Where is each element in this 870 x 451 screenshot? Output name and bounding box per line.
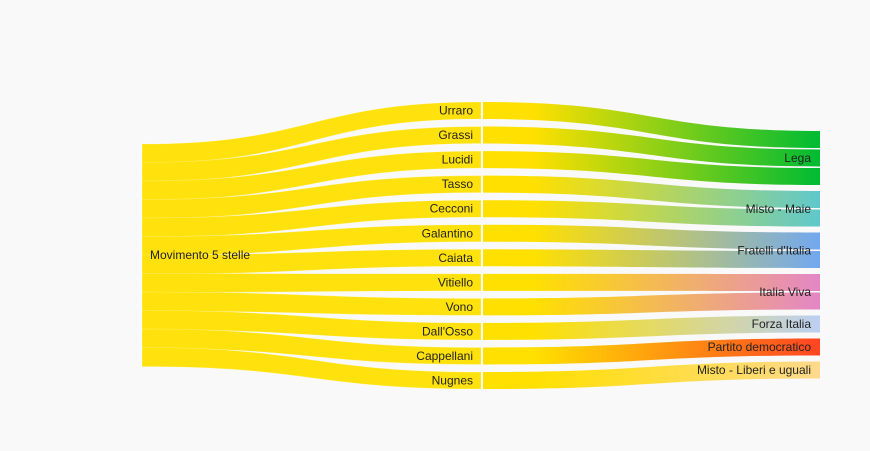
source-label: Movimento 5 stelle [150,248,250,262]
node-label-cecconi: Cecconi [430,202,473,216]
node-vitiello[interactable] [481,273,483,291]
node-label-grassi: Grassi [438,128,473,142]
source-flows [141,101,482,390]
node-label-cappellani: Cappellani [416,349,473,363]
node-label-nugnes: Nugnes [432,374,473,388]
flow-grassi-to-lega[interactable] [483,126,820,167]
flow-lucidi-to-lega[interactable] [483,151,820,185]
node-label-vono: Vono [446,300,474,314]
flow-nugnes-to-misto-liberi-e-uguali[interactable] [483,361,820,390]
node-cappellani[interactable] [481,347,483,365]
node-label-galantino: Galantino [422,226,474,240]
node-label-caiata: Caiata [438,251,473,265]
flow-source-vitiello[interactable] [141,273,482,293]
flow-galantino-to-fratelli-d-italia[interactable] [483,224,820,250]
node-tasso[interactable] [481,175,483,193]
node-label-urraro: Urraro [439,104,473,118]
nodes [481,102,483,390]
target-flows [483,102,820,390]
target-label-italia-viva: Italia Viva [759,285,811,299]
node-galantino[interactable] [481,224,483,242]
node-cecconi[interactable] [481,200,483,218]
target-label-misto-liberi-e-uguali: Misto - Liberi e uguali [697,363,811,377]
flow-dall-osso-to-forza-italia[interactable] [483,315,820,340]
flow-cappellani-to-partito-democratico[interactable] [483,338,820,365]
flow-cecconi-to-misto-maie[interactable] [483,200,820,227]
node-vono[interactable] [481,298,483,316]
node-urraro[interactable] [481,102,483,119]
node-dall-osso[interactable] [481,322,483,340]
labels: Urraro Grassi Lucidi Tasso Cecconi Galantino C… [150,104,811,388]
node-grassi[interactable] [481,126,483,144]
target-label-fratelli-d-italia: Fratelli d'Italia [737,243,811,257]
node-label-dall-osso: Dall'Osso [422,324,473,338]
target-label-forza-italia: Forza Italia [752,317,812,331]
flow-caiata-to-fratelli-d-italia[interactable] [483,249,820,268]
target-label-partito-democratico: Partito democratico [708,340,812,354]
node-nugnes[interactable] [481,372,483,390]
node-label-tasso: Tasso [442,177,474,191]
flow-vitiello-to-italia-viva[interactable] [483,273,820,291]
node-label-lucidi: Lucidi [442,153,473,167]
target-label-misto-maie: Misto - Maie [746,202,812,216]
node-lucidi[interactable] [481,151,483,169]
node-caiata[interactable] [481,249,483,267]
flow-urraro-to-lega[interactable] [483,102,820,148]
flow-vono-to-italia-viva[interactable] [483,292,820,316]
node-label-vitiello: Vitiello [438,275,473,289]
flow-tasso-to-misto-maie[interactable] [483,175,820,208]
target-label-lega: Lega [784,151,811,165]
